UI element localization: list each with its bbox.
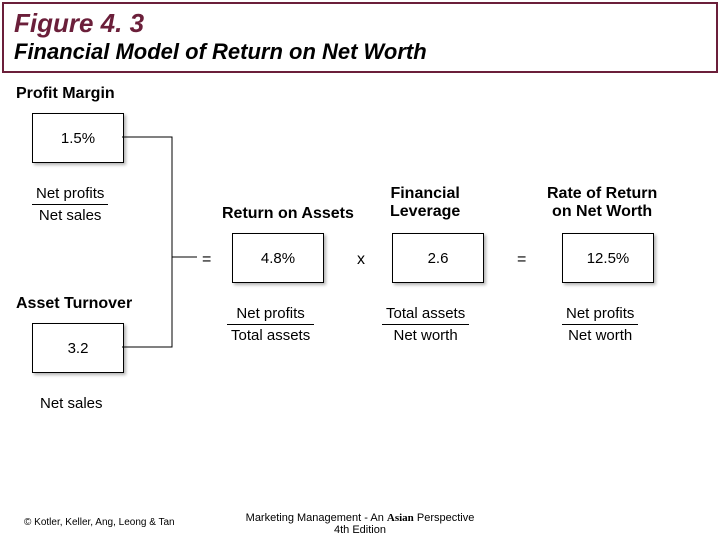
footer-edition: 4th Edition: [334, 524, 386, 536]
header-financial-leverage: Financial Leverage: [390, 185, 460, 221]
header-rate-of-return: Rate of Return on Net Worth: [547, 185, 657, 221]
footer: Marketing Management - An Asian Perspect…: [0, 512, 720, 536]
operator-mult: x: [357, 251, 365, 269]
footer-text-a: Marketing Management - An: [246, 512, 387, 524]
box-financial-leverage: 2.6: [392, 233, 484, 283]
roa-numerator: Net profits: [227, 305, 314, 325]
diagram-canvas: Profit Margin 1.5% Net profits Net sales…: [2, 75, 718, 505]
box-rate-of-return: 12.5%: [562, 233, 654, 283]
header-box: Figure 4. 3 Financial Model of Return on…: [2, 2, 718, 73]
connector-path: [122, 137, 197, 347]
fl-numerator: Total assets: [382, 305, 469, 325]
fraction-financial-leverage: Total assets Net worth: [382, 305, 469, 344]
operator-eq2: =: [517, 251, 526, 269]
operator-eq1: =: [202, 251, 211, 269]
header-return-on-assets: Return on Assets: [222, 205, 354, 223]
footer-asian: Asian: [387, 512, 414, 524]
box-return-on-assets: 4.8%: [232, 233, 324, 283]
roa-denominator: Total assets: [227, 325, 314, 344]
fraction-rate-of-return: Net profits Net worth: [562, 305, 638, 344]
figure-title: Financial Model of Return on Net Worth: [4, 39, 716, 71]
ror-numerator: Net profits: [562, 305, 638, 325]
footer-text-c: Perspective: [414, 512, 475, 524]
ror-denominator: Net worth: [562, 325, 638, 344]
fraction-return-on-assets: Net profits Total assets: [227, 305, 314, 344]
fl-denominator: Net worth: [382, 325, 469, 344]
figure-label: Figure 4. 3: [4, 4, 716, 39]
connector-lines: [2, 75, 718, 505]
